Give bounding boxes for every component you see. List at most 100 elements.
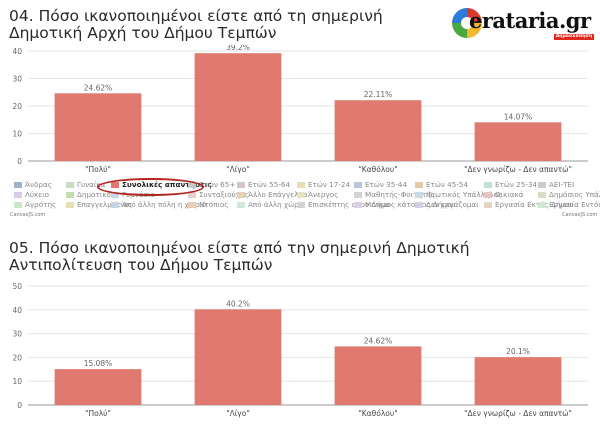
legend-swatch (484, 182, 492, 188)
legend-label: Δημόσιος Υπάλληλος (549, 190, 600, 199)
legend-item[interactable]: Ντόπιος (188, 201, 228, 209)
legend-swatch (484, 192, 492, 198)
legend-swatch (415, 192, 423, 198)
legend-item[interactable]: Ετών 17-24 (297, 181, 350, 189)
legend-label: Ετών 17-24 (308, 180, 351, 189)
legend-swatch (111, 192, 119, 198)
y-tick-label: 50 (12, 282, 22, 291)
y-tick-label: 10 (12, 130, 22, 139)
perataria-logo[interactable]: erataria.gr Δημοσκόπηση (452, 8, 594, 42)
legend-swatch (354, 202, 362, 208)
legend-item[interactable]: Μαθητής-Φοιτητής (354, 191, 435, 199)
legend-item[interactable]: Γυναίκα (66, 181, 105, 189)
legend-label: Μαθητής-Φοιτητής (365, 190, 436, 199)
bar (194, 53, 282, 162)
legend-label: Ετών 65+ (199, 180, 236, 189)
legend-item[interactable]: Συνταξιούχος (188, 191, 249, 199)
legend-item[interactable]: Από άλλη πόλη η χωριό (111, 201, 206, 209)
y-tick-label: 40 (12, 306, 22, 315)
legend-highlight-ring (97, 178, 204, 196)
data-label: 39.2% (226, 45, 250, 52)
legend-swatch (484, 202, 492, 208)
legend-item[interactable]: Ετών 35-44 (354, 181, 407, 189)
data-label: 22.11% (364, 90, 393, 99)
legend-label: Άνεργος (308, 190, 339, 199)
data-label: 15.08% (84, 359, 113, 368)
legend-item[interactable]: ΑΕΙ-ΤΕΙ (538, 181, 574, 189)
legend-item[interactable]: Δημόσιος Υπάλληλος (538, 191, 600, 199)
legend-label: Ετών 25-34 (495, 180, 538, 189)
legend-label: Ετών 45-54 (426, 180, 469, 189)
legend-item[interactable]: Ετών 25-34 (484, 181, 537, 189)
legend-label: Οικιακά (495, 190, 524, 199)
legend-swatch (237, 182, 245, 188)
legend-swatch (188, 192, 196, 198)
chart1-title: 04. Πόσο ικανοποιημένοι είστε από τη σημ… (9, 7, 383, 42)
legend-swatch (66, 182, 74, 188)
legend-item[interactable]: Αγρότης (14, 201, 56, 209)
logo-emblem-icon (452, 8, 482, 38)
data-label: 24.62% (364, 336, 393, 345)
legend-item[interactable]: Δημοτικό (66, 191, 111, 199)
y-tick-label: 0 (17, 157, 22, 166)
category-label: "Δεν γνωρίζω - Δεν απαντώ" (464, 165, 572, 174)
legend-label: Δημοτικό (77, 190, 111, 199)
y-tick-label: 20 (12, 102, 22, 111)
legend-item[interactable]: Επαγγελματίας (66, 201, 132, 209)
legend-item[interactable]: Οικιακά (484, 191, 523, 199)
legend-label: Από άλλη χώρα (248, 200, 304, 209)
logo-strip: Δημοσκόπηση (554, 34, 594, 40)
bar (474, 357, 562, 405)
legend-item[interactable]: Λύκειο (14, 191, 49, 199)
y-tick-label: 10 (12, 377, 22, 386)
legend-item[interactable]: Άλλο Επάγγελμα (237, 191, 308, 199)
legend-label: Επισκέπτης στον Δήμο (308, 200, 390, 209)
legend-swatch (14, 192, 22, 198)
category-label: "Καθόλου" (358, 165, 397, 174)
legend-item[interactable]: Από άλλη χώρα (237, 201, 303, 209)
category-label: "Λίγο" (226, 409, 250, 418)
legend-item[interactable]: Μόνιμος κάτοικος Δήμου (354, 201, 455, 209)
y-tick-label: 20 (12, 353, 22, 362)
legend-item[interactable]: Δεν εργάζομαι (415, 201, 479, 209)
chart1-svg: 0 10 20 30 40 24.62% "Πολύ" 39.2% "Λίγο" 22.11% "Κ… (12, 45, 588, 174)
legend-label: Δεν εργάζομαι (426, 200, 479, 209)
data-label: 14.07% (504, 112, 533, 121)
legend-swatch (538, 182, 546, 188)
bar (334, 346, 422, 405)
legend-label: Ντόπιος (199, 200, 229, 209)
legend-swatch (415, 182, 423, 188)
legend-swatch (66, 192, 74, 198)
legend-item[interactable]: Ετών 45-54 (415, 181, 468, 189)
chart2-svg: 0 10 20 30 40 50 15.08% "Πολύ" 40.2% "Λίγο" 24.62%… (12, 282, 588, 418)
category-label: "Λίγο" (226, 165, 250, 174)
legend-swatch (297, 182, 305, 188)
legend-item[interactable]: Επισκέπτης στον Δήμο (297, 201, 390, 209)
legend-label: Εργασία Εκτός Δήμου (495, 200, 574, 209)
legend-item[interactable]: Άνδρας (14, 181, 52, 189)
legend-item[interactable]: Ιδιωτικός Υπάλληλος (415, 191, 502, 199)
legend-label: ΑΕΙ-ΤΕΙ (549, 180, 575, 189)
legend-item[interactable]: Άνεργος (297, 191, 338, 199)
legend-swatch (297, 192, 305, 198)
legend-label: Από άλλη πόλη η χωριό (122, 200, 207, 209)
legend-item[interactable]: Εργασία Εντός Δήμου (538, 201, 600, 209)
legend-swatch (237, 202, 245, 208)
legend-item[interactable]: Ετών 55-64 (237, 181, 290, 189)
legend-label: Επαγγελματίας (77, 200, 133, 209)
chart1-legend: Άνδρας Γυναίκα Συνολικές απαντήσεις Ετών 65… (14, 180, 600, 221)
bar (334, 100, 422, 161)
legend-swatch (237, 192, 245, 198)
legend-swatch (188, 202, 196, 208)
legend-swatch (111, 202, 119, 208)
canvasjs-credit-right: CanvasJS.com (562, 212, 598, 218)
legend-label: Ιδιωτικός Υπάλληλος (426, 190, 503, 199)
legend-label: Άλλο Επάγγελμα (248, 190, 308, 199)
logo-text: erataria.gr (469, 8, 591, 33)
data-label: 24.62% (84, 83, 113, 92)
legend-swatch (66, 202, 74, 208)
legend-label: Λύκειο (25, 190, 50, 199)
category-label: "Καθόλου" (358, 409, 397, 418)
legend-swatch (14, 182, 22, 188)
legend-item[interactable]: Εργασία Εκτός Δήμου (484, 201, 574, 209)
